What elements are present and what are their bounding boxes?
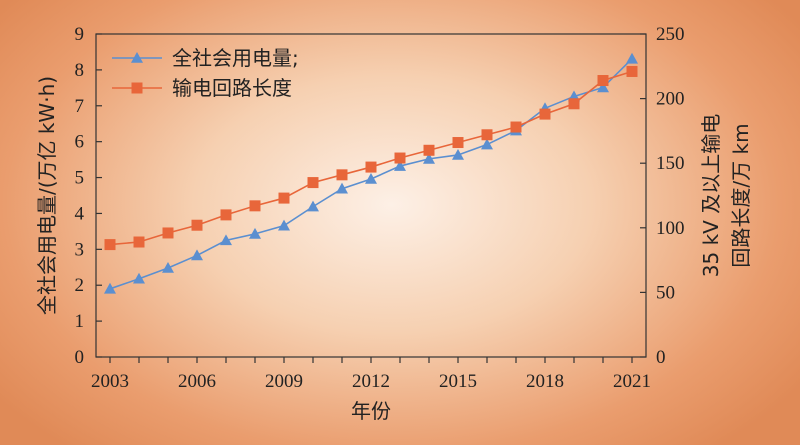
x-tick-label: 2015: [439, 371, 477, 392]
data-point-triangle: [104, 282, 116, 294]
data-point-square: [568, 98, 580, 110]
x-axis-title: 年份: [351, 399, 391, 423]
left-y-tick-label: 3: [75, 239, 85, 260]
data-point-square: [452, 137, 464, 149]
data-point-square: [394, 152, 406, 164]
data-point-square: [249, 200, 261, 212]
left-y-axis-title: 全社会用电量/(万亿 kW·h): [35, 76, 59, 315]
data-point-square: [423, 144, 435, 156]
right-y-tick-label: 150: [656, 153, 685, 174]
left-y-tick-label: 1: [75, 311, 85, 332]
left-y-tick-label: 2: [75, 275, 85, 296]
data-point-triangle: [626, 52, 638, 64]
data-point-triangle: [307, 200, 319, 212]
x-tick-label: 2009: [265, 371, 303, 392]
right-y-tick-label: 200: [656, 89, 685, 110]
legend-label: 全社会用电量;: [172, 46, 299, 70]
data-point-triangle: [162, 261, 174, 273]
right-y-tick-label: 0: [656, 347, 666, 368]
data-point-triangle: [336, 182, 348, 194]
data-point-triangle: [191, 249, 203, 261]
left-y-tick-label: 8: [75, 60, 85, 81]
right-y-tick-label: 250: [656, 24, 685, 45]
data-point-triangle: [278, 219, 290, 231]
data-point-triangle: [133, 272, 145, 284]
data-point-square: [133, 236, 145, 248]
left-y-tick-label: 5: [75, 168, 85, 189]
left-y-tick-label: 6: [75, 132, 85, 153]
legend-marker-triangle: [131, 52, 143, 63]
data-point-triangle: [220, 234, 232, 246]
data-point-square: [510, 121, 522, 133]
data-point-square: [104, 239, 116, 251]
data-point-square: [481, 129, 493, 141]
data-point-square: [539, 108, 551, 120]
x-tick-label: 2006: [178, 371, 216, 392]
left-y-tick-label: 9: [75, 24, 85, 45]
data-point-square: [597, 75, 609, 87]
data-point-square: [336, 169, 348, 181]
data-point-square: [191, 219, 203, 231]
data-point-triangle: [481, 138, 493, 150]
legend-marker-square: [131, 82, 143, 94]
left-y-tick-label: 4: [75, 203, 85, 224]
data-point-triangle: [597, 81, 609, 93]
legend-label: 输电回路长度: [172, 76, 292, 100]
data-point-square: [307, 177, 319, 189]
right-y-tick-label: 100: [656, 218, 685, 239]
data-point-square: [626, 65, 638, 77]
right-y-tick-label: 50: [656, 282, 675, 303]
data-point-triangle: [365, 172, 377, 184]
x-tick-label: 2003: [91, 371, 129, 392]
left-y-tick-label: 7: [75, 96, 85, 117]
x-tick-label: 2018: [526, 371, 564, 392]
data-point-triangle: [249, 227, 261, 239]
data-point-square: [365, 161, 377, 173]
x-tick-label: 2012: [352, 371, 390, 392]
data-point-triangle: [452, 148, 464, 160]
right-y-axis-title-line1: 35 kV 及以上输电: [699, 114, 723, 277]
data-point-triangle: [423, 152, 435, 164]
x-tick-label: 2021: [613, 371, 651, 392]
right-y-axis-title-line2: 回路长度/万 km: [729, 123, 753, 267]
left-y-tick-label: 0: [75, 347, 85, 368]
data-point-square: [278, 192, 290, 204]
data-point-square: [220, 209, 232, 221]
data-point-triangle: [394, 160, 406, 171]
data-point-square: [162, 227, 174, 239]
